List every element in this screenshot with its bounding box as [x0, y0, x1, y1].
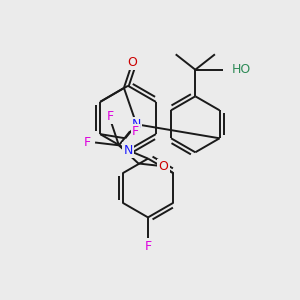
Text: N: N: [123, 144, 133, 157]
Text: O: O: [159, 160, 169, 173]
Text: O: O: [128, 56, 137, 69]
Text: F: F: [144, 240, 152, 253]
Text: F: F: [132, 125, 139, 138]
Text: F: F: [84, 136, 91, 149]
Text: F: F: [107, 110, 114, 123]
Text: HO: HO: [231, 63, 250, 76]
Text: N: N: [132, 118, 141, 131]
